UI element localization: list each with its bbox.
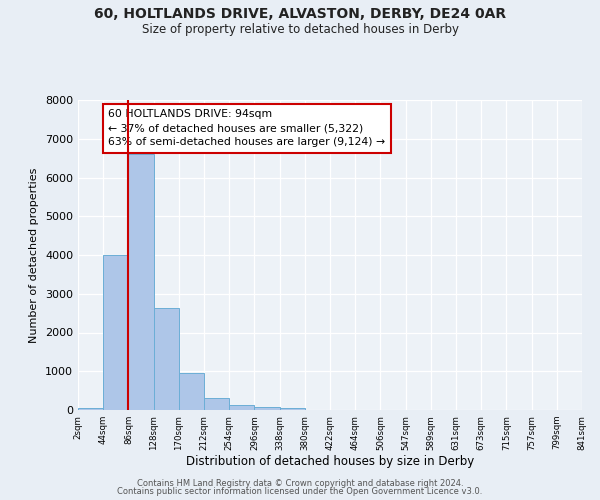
Bar [78,408,103,410]
X-axis label: Distribution of detached houses by size in Derby: Distribution of detached houses by size … [186,456,474,468]
Text: Size of property relative to detached houses in Derby: Size of property relative to detached ho… [142,22,458,36]
Bar [179,373,204,410]
Bar [128,154,154,410]
Bar [229,405,254,410]
Bar [154,308,179,410]
Text: Contains HM Land Registry data © Crown copyright and database right 2024.: Contains HM Land Registry data © Crown c… [137,478,463,488]
Bar [254,407,280,410]
Bar [204,398,229,410]
Bar [103,255,128,410]
Y-axis label: Number of detached properties: Number of detached properties [29,168,40,342]
Bar [280,408,305,410]
Text: 60 HOLTLANDS DRIVE: 94sqm
← 37% of detached houses are smaller (5,322)
63% of se: 60 HOLTLANDS DRIVE: 94sqm ← 37% of detac… [108,110,385,148]
Text: 60, HOLTLANDS DRIVE, ALVASTON, DERBY, DE24 0AR: 60, HOLTLANDS DRIVE, ALVASTON, DERBY, DE… [94,8,506,22]
Text: Contains public sector information licensed under the Open Government Licence v3: Contains public sector information licen… [118,487,482,496]
